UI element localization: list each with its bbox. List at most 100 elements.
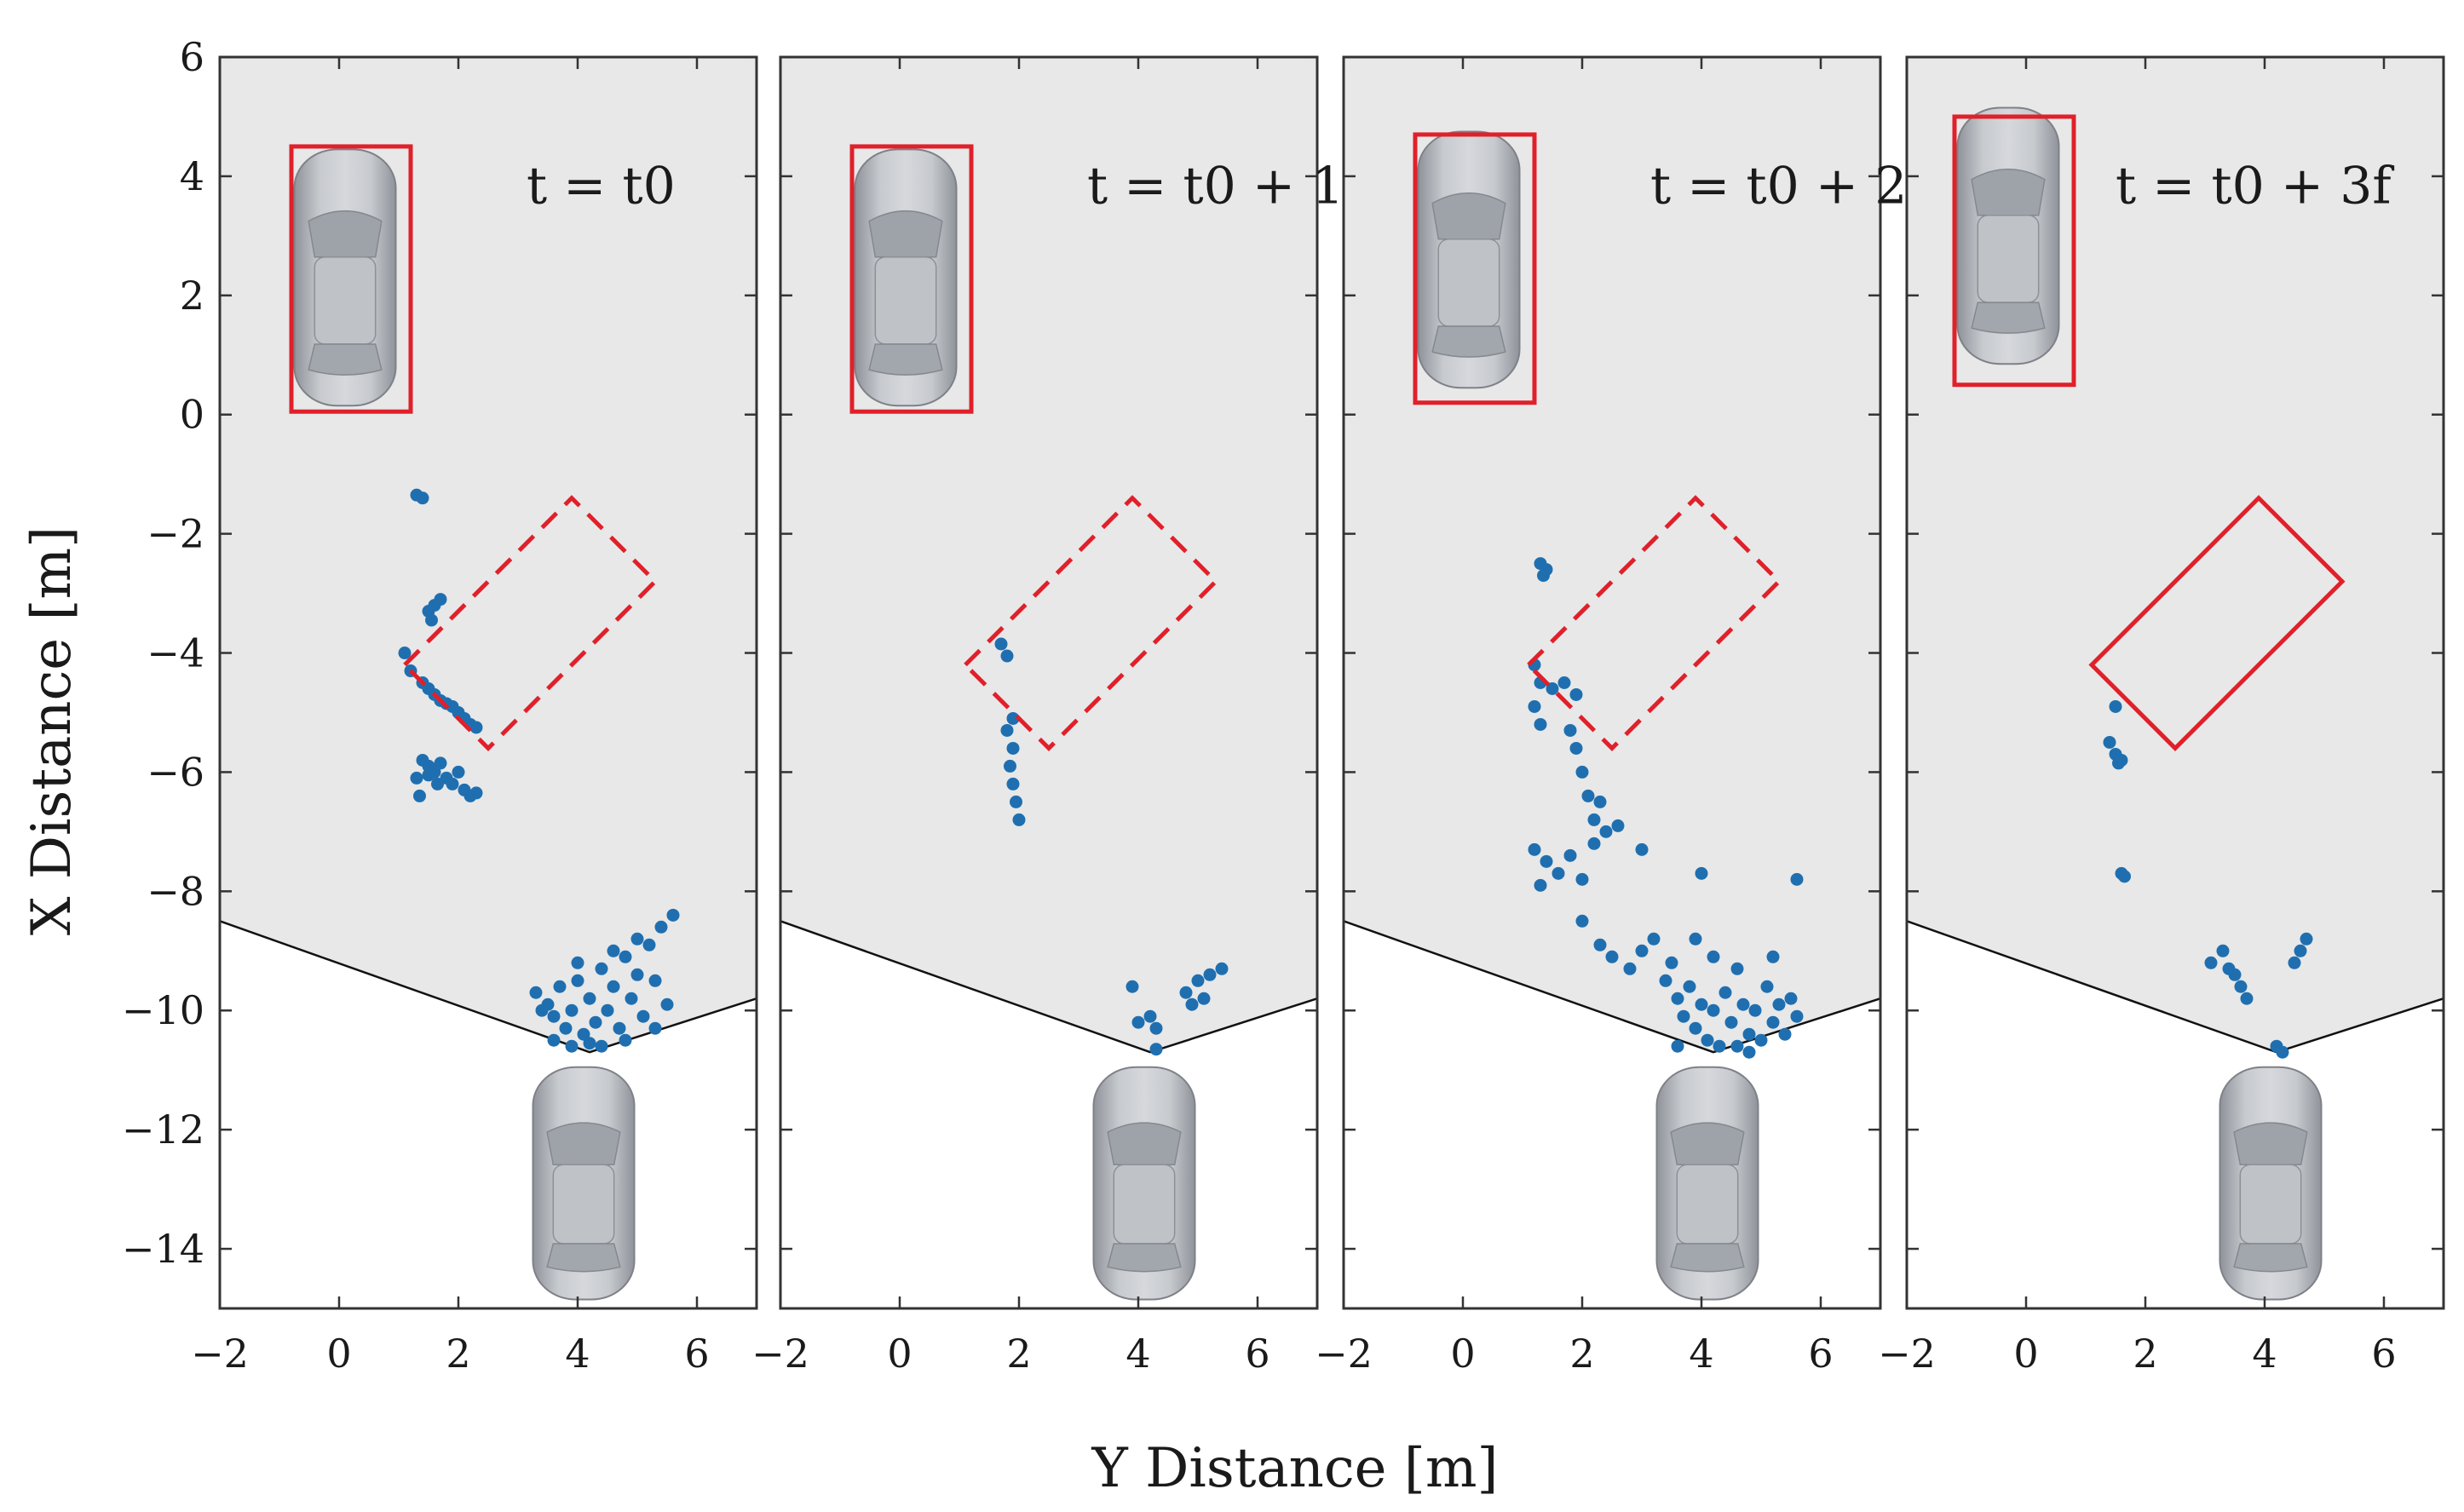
point (1575, 765, 1589, 779)
point (565, 1003, 579, 1017)
point (1635, 944, 1649, 957)
x-tick-label: 4 (2252, 1331, 2277, 1377)
point (559, 1021, 573, 1035)
point (1778, 1027, 1792, 1041)
point (1000, 723, 1014, 737)
y-tick-label: −6 (147, 749, 204, 795)
point (1766, 1015, 1780, 1029)
point (607, 980, 620, 993)
x-tick-label: −2 (191, 1331, 249, 1377)
point (1197, 992, 1211, 1005)
fov-boundary (780, 920, 1317, 1054)
point (2300, 932, 2313, 946)
point (994, 637, 1008, 651)
point (469, 786, 483, 800)
point (2228, 968, 2242, 981)
x-tick-label: 2 (2133, 1331, 2157, 1377)
target-box (1952, 114, 2076, 388)
point (1754, 1033, 1768, 1047)
point-cloud (398, 488, 680, 1053)
point (1742, 1027, 1756, 1041)
y-tick-label: −14 (122, 1226, 204, 1272)
panel-frame (1342, 55, 1882, 1310)
point (413, 789, 426, 802)
point (660, 997, 674, 1011)
point (1635, 842, 1649, 856)
x-tick-label: 0 (887, 1331, 912, 1377)
panel-4: −2 0 2 4 6 t = t0 + 3f (1878, 55, 2445, 1377)
point (1528, 699, 1541, 713)
point (1528, 842, 1541, 856)
x-tick-label: 6 (684, 1331, 709, 1377)
point (1191, 974, 1205, 987)
ego-car (1655, 1066, 1759, 1301)
point (1540, 854, 1553, 868)
point (1563, 848, 1577, 862)
y-axis-label: X Distance [m] (20, 526, 83, 935)
point (1665, 956, 1678, 969)
point (583, 1037, 596, 1050)
ego-car (1092, 1066, 1196, 1301)
x-tick-label: −2 (751, 1331, 809, 1377)
point (1784, 992, 1798, 1005)
point (1149, 1043, 1163, 1056)
point (1179, 986, 1193, 999)
point (1569, 687, 1583, 701)
point (630, 932, 644, 946)
x-tick-label: 6 (1808, 1331, 1833, 1377)
point (648, 974, 662, 987)
y-tick-label: −8 (147, 868, 204, 914)
point (1006, 741, 1020, 755)
y-tick-label: 4 (180, 153, 204, 199)
point (1534, 878, 1547, 892)
point (553, 980, 567, 993)
point (1534, 717, 1547, 731)
point (434, 593, 447, 607)
panel-frame (218, 55, 758, 1310)
point (1557, 676, 1571, 689)
point (547, 1033, 561, 1047)
y-tick-label: 6 (180, 34, 204, 80)
panel-content (1907, 57, 2444, 1308)
y-tick-label: 2 (180, 273, 204, 319)
panel-content (780, 57, 1317, 1308)
point (1006, 777, 1020, 790)
x-tick-label: 0 (326, 1331, 351, 1377)
point (1671, 1039, 1684, 1053)
point (410, 771, 423, 785)
point (1546, 681, 1559, 695)
x-tick-label: 0 (1450, 1331, 1475, 1377)
point (422, 768, 435, 782)
panel-2: −2 0 2 4 6 t = t0 + 1f (751, 55, 1366, 1377)
point (1203, 968, 1217, 981)
point (446, 777, 459, 790)
point (529, 986, 543, 999)
y-tick-label: −12 (122, 1107, 204, 1153)
x-tick-label: 2 (1569, 1331, 1594, 1377)
point (1010, 795, 1022, 808)
point (1707, 1003, 1720, 1017)
point (1766, 950, 1780, 963)
predicted-box (2088, 495, 2346, 751)
x-tick-label: −2 (1315, 1331, 1373, 1377)
target-car (1956, 106, 2060, 365)
panel-1: −2 0 2 4 6 6 4 2 0 −2 −4 −6 −8 −10 −12 −14 t = t0 (122, 34, 758, 1377)
point (565, 1039, 579, 1053)
point (1563, 723, 1577, 737)
point (1790, 1009, 1804, 1023)
point (535, 1003, 549, 1017)
point (1593, 795, 1607, 808)
point (595, 1039, 608, 1053)
point (1000, 649, 1014, 663)
point (416, 492, 429, 505)
point (630, 968, 644, 981)
point (1149, 1021, 1163, 1035)
point (2288, 956, 2301, 969)
point (1587, 836, 1601, 850)
point (1012, 813, 1026, 826)
point (2112, 756, 2125, 770)
point (1143, 1009, 1157, 1023)
point (434, 756, 447, 770)
point (1185, 997, 1199, 1011)
point (469, 721, 483, 734)
